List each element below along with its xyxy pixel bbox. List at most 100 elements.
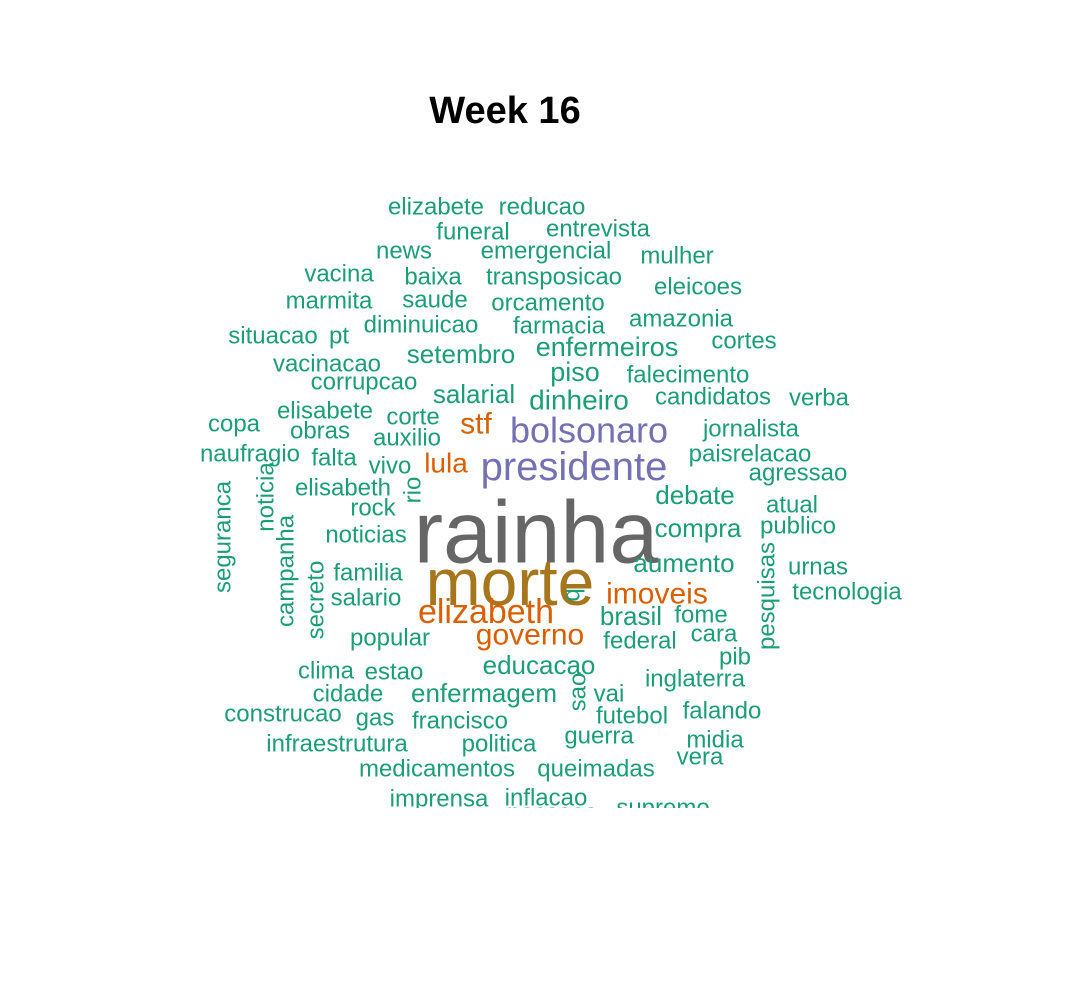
word-cortes: cortes: [711, 328, 776, 355]
word-funeral: funeral: [436, 219, 509, 246]
word-baixa: baixa: [404, 264, 462, 291]
word-q: q: [559, 588, 586, 601]
word-jornalista: jornalista: [702, 416, 800, 443]
word-noticia: noticia: [253, 462, 280, 532]
word-elizabeth: elizabeth: [418, 593, 554, 631]
word-mulher: mulher: [640, 243, 713, 270]
word-tecnologia: tecnologia: [792, 579, 902, 606]
word-eleicoes: eleicoes: [654, 274, 742, 301]
word-saude: saude: [402, 287, 467, 314]
word-federal: federal: [603, 628, 676, 655]
word-corte: corte: [386, 404, 439, 431]
word-vai: vai: [594, 681, 625, 708]
word-entrevista: entrevista: [546, 216, 651, 243]
word-pt: pt: [329, 323, 349, 350]
word-guerra: guerra: [564, 723, 634, 750]
word-inflacao: inflacao: [505, 785, 588, 812]
word-paisrelacao: paisrelacao: [689, 441, 812, 468]
word-lula: lula: [424, 448, 468, 479]
word-estao: estao: [365, 659, 424, 686]
word-falando: falando: [683, 698, 762, 725]
chart-title: Week 16: [429, 90, 581, 132]
word-futebol: futebol: [596, 703, 668, 730]
word-educacao: educacao: [483, 650, 596, 680]
word-campanha: campanha: [273, 514, 300, 627]
word-sao: sao: [565, 673, 592, 712]
word-verba: verba: [789, 385, 850, 412]
word-situacao: situacao: [228, 323, 317, 350]
word-cidade: cidade: [313, 681, 384, 708]
word-reducao: reducao: [499, 194, 586, 221]
word-clima: clima: [298, 658, 355, 685]
word-publico: publico: [760, 513, 836, 540]
word-stf: stf: [460, 408, 492, 441]
word-vivo: vivo: [369, 453, 412, 480]
word-presidente: presidente: [481, 445, 668, 489]
word-pesquisas: pesquisas: [754, 542, 781, 650]
word-gas: gas: [356, 705, 395, 732]
word-familia: familia: [333, 560, 403, 587]
word-pessoas: pessoas: [507, 800, 596, 827]
word-seguranca: seguranca: [210, 480, 237, 593]
word-noticias: noticias: [325, 522, 406, 549]
word-atual: atual: [766, 492, 818, 519]
word-diminuicao: diminuicao: [364, 312, 479, 339]
word-imoveis: imoveis: [606, 578, 708, 611]
word-marmita: marmita: [286, 288, 373, 315]
word-farmacia: farmacia: [513, 313, 606, 340]
word-salarial: salarial: [433, 379, 515, 409]
word-inglaterra: inglaterra: [645, 666, 746, 693]
word-setembro: setembro: [407, 339, 515, 369]
word-rainha: rainha: [414, 483, 659, 582]
word-compra: compra: [655, 513, 742, 543]
word-transposicao: transposicao: [486, 264, 622, 291]
word-medicamentos: medicamentos: [359, 756, 515, 783]
word-morte: morte: [426, 545, 595, 619]
word-corrupcao: corrupcao: [311, 369, 418, 396]
word-elizabete: elizabete: [388, 194, 484, 221]
word-copa: copa: [208, 411, 261, 438]
word-francisco: francisco: [412, 708, 508, 735]
word-elisabete: elisabete: [277, 398, 373, 425]
word-bolsonaro: bolsonaro: [510, 410, 668, 451]
word-construcao: construcao: [224, 701, 341, 728]
word-amazonia: amazonia: [629, 306, 734, 333]
word-brasil: brasil: [600, 601, 662, 631]
word-politica: politica: [462, 731, 537, 758]
word-aumento: aumento: [633, 548, 734, 578]
word-elisabeth: elisabeth: [295, 475, 391, 502]
word-auxilio: auxilio: [373, 425, 441, 452]
word-agressao: agressao: [749, 460, 848, 487]
word-vacina: vacina: [304, 261, 374, 288]
word-vacinacao: vacinacao: [273, 351, 381, 378]
word-supremo: supremo: [616, 795, 709, 822]
word-cara: cara: [691, 621, 738, 648]
word-fome: fome: [674, 602, 727, 629]
word-salario: salario: [331, 585, 402, 612]
word-secreto: secreto: [303, 561, 330, 640]
word-falecimento: falecimento: [627, 362, 750, 389]
word-rio: rio: [400, 477, 427, 504]
word-enfermagem: enfermagem: [411, 678, 557, 708]
word-obras: obras: [290, 418, 350, 445]
word-queimadas: queimadas: [537, 756, 654, 783]
word-imprensa: imprensa: [390, 786, 489, 813]
word-pib: pib: [719, 644, 751, 671]
word-governo: governo: [476, 619, 584, 652]
word-vera: vera: [677, 744, 724, 771]
word-orcamento: orcamento: [491, 290, 604, 317]
word-piso: piso: [550, 357, 600, 387]
word-infraestrutura: infraestrutura: [266, 731, 408, 758]
word-naufragio: naufragio: [200, 441, 300, 468]
word-rock: rock: [350, 495, 396, 522]
word-falta: falta: [311, 445, 357, 472]
word-news: news: [376, 238, 432, 265]
word-candidatos: candidatos: [655, 384, 771, 411]
word-debate: debate: [655, 480, 735, 510]
word-midia: midia: [686, 727, 744, 754]
word-enfermeiros: enfermeiros: [536, 332, 679, 362]
word-popular: popular: [350, 625, 430, 652]
word-urnas: urnas: [788, 554, 848, 581]
